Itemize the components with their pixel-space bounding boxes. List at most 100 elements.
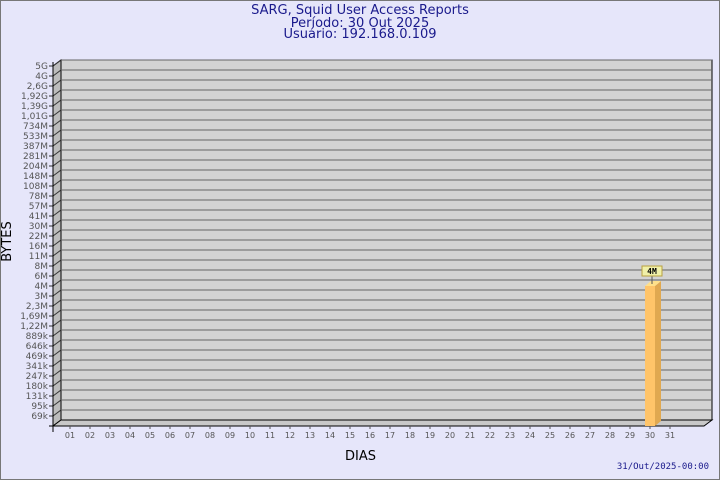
x-tick-label: 12: [285, 431, 295, 440]
gridline-depth: [52, 329, 62, 337]
gridline-depth: [52, 309, 62, 317]
y-tick-label: 57M: [29, 202, 48, 212]
x-tick-label: 19: [425, 431, 435, 440]
gridline-depth: [52, 139, 62, 147]
data-label-box: [641, 265, 663, 277]
gridline-depth: [52, 79, 62, 87]
y-tick-label: 2,3M: [26, 302, 48, 312]
y-tick-label: 1,01G: [21, 112, 48, 122]
y-tick-label: 1,39G: [21, 102, 48, 112]
x-tick-label: 20: [445, 431, 455, 440]
gridline-depth: [52, 339, 62, 347]
gridline-depth: [52, 149, 62, 157]
x-tick-label: 14: [325, 431, 335, 440]
y-tick-label: 69k: [31, 412, 48, 422]
y-tick-label: 1,22M: [20, 322, 48, 332]
y-tick-label: 204M: [23, 162, 48, 172]
x-tick-label: 30: [645, 431, 655, 440]
bar-top: [645, 281, 661, 286]
y-tick-label: 30M: [29, 222, 48, 232]
floor: [51, 419, 714, 427]
y-tick-label: 341k: [26, 362, 49, 372]
gridline-depth: [52, 359, 62, 367]
y-tick-label: 889k: [26, 332, 49, 342]
x-tick-label: 31: [665, 431, 675, 440]
x-tick-label: 21: [465, 431, 475, 440]
gridline-depth: [52, 349, 62, 357]
gridline-depth: [52, 179, 62, 187]
gridline-depth: [52, 409, 62, 417]
gridline-depth: [52, 189, 62, 197]
x-tick-label: 04: [125, 431, 135, 440]
x-tick-label: 03: [105, 431, 115, 440]
gridline-depth: [52, 369, 62, 377]
y-tick-label: 6M: [35, 272, 49, 282]
x-tick-label: 29: [625, 431, 635, 440]
x-tick-label: 08: [205, 431, 215, 440]
y-tick-label: 247k: [26, 372, 49, 382]
x-tick-label: 02: [85, 431, 95, 440]
y-tick-label: 533M: [23, 132, 48, 142]
bar-side: [655, 281, 661, 426]
gridline-depth: [52, 249, 62, 257]
gridline-depth: [52, 219, 62, 227]
gridline-depth: [52, 169, 62, 177]
x-tick-label: 15: [345, 431, 355, 440]
y-tick-label: 78M: [29, 192, 48, 202]
y-tick-label: 95k: [31, 402, 48, 412]
gridline-depth: [52, 209, 62, 217]
y-tick-label: 469k: [26, 352, 49, 362]
y-tick-label: 148M: [23, 172, 48, 182]
y-tick-label: 41M: [29, 212, 48, 222]
chart-title: SARG, Squid User Access Reports: [251, 3, 469, 18]
gridline-depth: [52, 289, 62, 297]
gridline-depth: [52, 89, 62, 97]
gridline-depth: [52, 379, 62, 387]
y-tick-label: 1,69M: [20, 312, 48, 322]
x-tick-label: 10: [245, 431, 255, 440]
x-tick-label: 25: [545, 431, 555, 440]
x-tick-label: 11: [265, 431, 275, 440]
gridline-depth: [52, 199, 62, 207]
y-tick-label: 22M: [29, 232, 48, 242]
gridline-depth: [52, 389, 62, 397]
x-tick-label: 18: [405, 431, 415, 440]
y-tick-label: 4G: [35, 72, 48, 82]
chart-subtitle-period: Período: 30 Out 2025: [290, 16, 430, 31]
gridline-depth: [52, 259, 62, 267]
gridline-depth: [52, 319, 62, 327]
y-tick-label: 180k: [26, 382, 49, 392]
gridline-depth: [52, 99, 62, 107]
gridline-depth: [52, 229, 62, 237]
bar-front: [645, 286, 655, 426]
x-axis-label: DIAS: [345, 449, 376, 464]
x-tick-label: 07: [185, 431, 195, 440]
chart-subtitle-user: Usuário: 192.168.0.109: [283, 27, 437, 42]
x-tick-label: 23: [505, 431, 515, 440]
x-tick-label: 06: [165, 431, 175, 440]
gridline-depth: [52, 239, 62, 247]
gridline-depth: [52, 399, 62, 407]
gridline-depth: [52, 119, 62, 127]
x-tick-label: 26: [565, 431, 575, 440]
y-tick-label: 8M: [35, 262, 49, 272]
y-tick-label: 1,92G: [21, 92, 48, 102]
x-tick-label: 27: [585, 431, 595, 440]
timestamp: 31/Out/2025-00:00: [616, 462, 709, 472]
data-label: 4M: [647, 267, 657, 276]
y-tick-label: 281M: [23, 152, 48, 162]
x-tick-label: 28: [605, 431, 615, 440]
x-tick-label: 09: [225, 431, 235, 440]
y-tick-label: 5G: [35, 62, 48, 72]
x-tick-label: 22: [485, 431, 495, 440]
gridline-depth: [52, 299, 62, 307]
y-tick-label: 4M: [35, 282, 49, 292]
gridline-depth: [52, 269, 62, 277]
y-tick-label: 108M: [23, 182, 48, 192]
x-tick-label: 05: [145, 431, 155, 440]
y-tick-label: 387M: [23, 142, 48, 152]
gridline-depth: [52, 109, 62, 117]
y-tick-label: 2,6G: [27, 82, 48, 92]
y-tick-label: 131k: [26, 392, 49, 402]
y-tick-label: 11M: [29, 252, 48, 262]
